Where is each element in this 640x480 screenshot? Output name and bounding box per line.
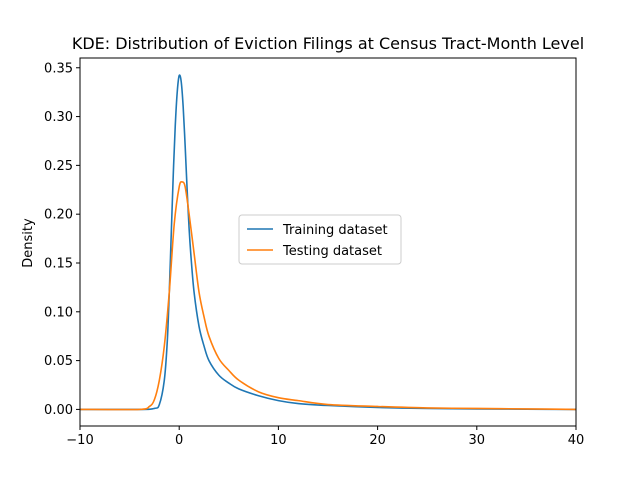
y-tick-label: 0.10 [44,305,73,320]
legend-label: Testing dataset [282,244,382,259]
series-line-2 [80,180,576,411]
y-tick-label: 0.05 [44,354,73,369]
y-tick-label: 0.30 [44,110,73,125]
axis-ticks: −10 0 10 20 30 40 0.00 0.05 0.10 0.15 0.20 0.25 0.30… [44,61,584,448]
chart-title: KDE: Distribution of Eviction Filings at… [72,34,584,53]
plot-area [80,74,576,411]
y-tick-label: 0.20 [44,208,73,223]
x-tick-label: 20 [369,433,386,448]
x-tick-label: 10 [270,433,287,448]
legend-box [238,214,402,265]
y-tick-label: 0.00 [44,403,73,418]
y-axis-label: Density [21,218,36,268]
legend-label: Training dataset [282,223,388,238]
legend: Training dataset Testing dataset [238,214,402,265]
plot-frame [79,57,577,427]
y-tick-label: 0.15 [44,256,73,271]
series-line-1 [80,74,576,411]
x-tick-label: 30 [469,433,486,448]
x-tick-label: 40 [568,433,585,448]
y-tick-label: 0.25 [44,159,73,174]
x-tick-label: −10 [66,433,93,448]
x-tick-label: 0 [175,433,183,448]
y-tick-label: 0.35 [44,61,73,76]
